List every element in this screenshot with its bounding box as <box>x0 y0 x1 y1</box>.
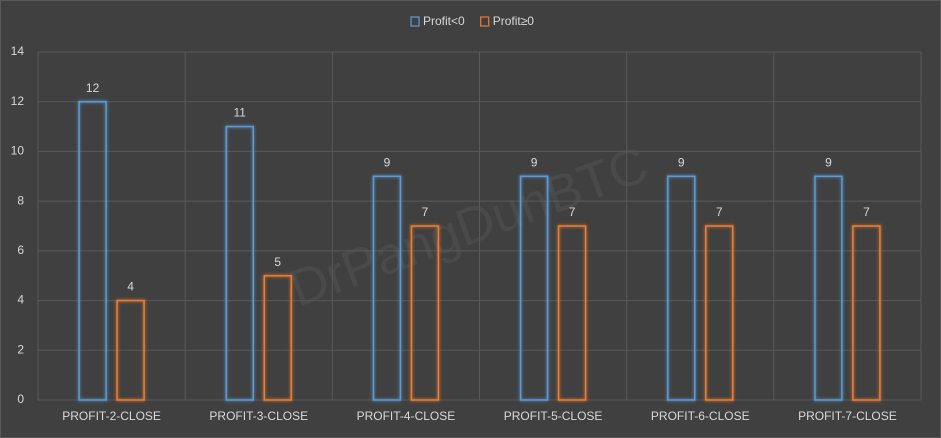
x-tick-label: PROFIT-2-CLOSE <box>62 409 161 423</box>
data-label: 9 <box>531 155 538 169</box>
data-label: 9 <box>384 155 391 169</box>
legend-swatch <box>410 16 420 27</box>
bar <box>410 225 440 401</box>
x-tick-label: PROFIT-4-CLOSE <box>357 409 456 423</box>
data-label: 9 <box>678 155 685 169</box>
data-label: 7 <box>716 205 723 219</box>
x-tick-label: PROFIT-5-CLOSE <box>504 409 603 423</box>
y-tick-label: 8 <box>17 193 24 207</box>
data-label: 4 <box>127 280 134 294</box>
legend-label: Profit<0 <box>423 14 465 28</box>
y-tick-label: 6 <box>17 243 24 257</box>
data-label: 9 <box>825 155 832 169</box>
bar <box>519 175 549 401</box>
y-tick-label: 4 <box>17 293 24 307</box>
data-label: 7 <box>863 205 870 219</box>
x-tick-label: PROFIT-7-CLOSE <box>798 409 897 423</box>
y-tick-label: 10 <box>11 144 25 158</box>
bar <box>78 100 107 401</box>
bar <box>705 225 734 401</box>
bar <box>372 175 402 401</box>
y-tick-label: 2 <box>17 342 24 356</box>
bar <box>667 175 696 401</box>
data-label: 11 <box>234 106 247 120</box>
bar <box>225 125 254 401</box>
y-tick-label: 12 <box>11 94 25 108</box>
data-label: 12 <box>86 81 100 95</box>
bar <box>557 225 587 401</box>
bar <box>814 175 843 401</box>
bar <box>116 299 145 401</box>
legend-swatch <box>480 16 490 27</box>
data-label: 7 <box>422 205 429 219</box>
legend-label: Profit≥0 <box>493 14 535 28</box>
x-tick-label: PROFIT-6-CLOSE <box>651 409 750 423</box>
y-tick-label: 14 <box>11 44 25 58</box>
data-label: 7 <box>569 205 576 219</box>
bar <box>263 274 292 401</box>
bar <box>852 225 881 401</box>
data-label: 5 <box>274 255 281 269</box>
y-tick-label: 0 <box>17 392 24 406</box>
x-tick-label: PROFIT-3-CLOSE <box>209 409 308 423</box>
